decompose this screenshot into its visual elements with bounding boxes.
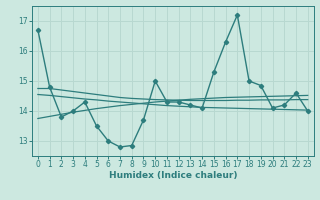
X-axis label: Humidex (Indice chaleur): Humidex (Indice chaleur) <box>108 171 237 180</box>
